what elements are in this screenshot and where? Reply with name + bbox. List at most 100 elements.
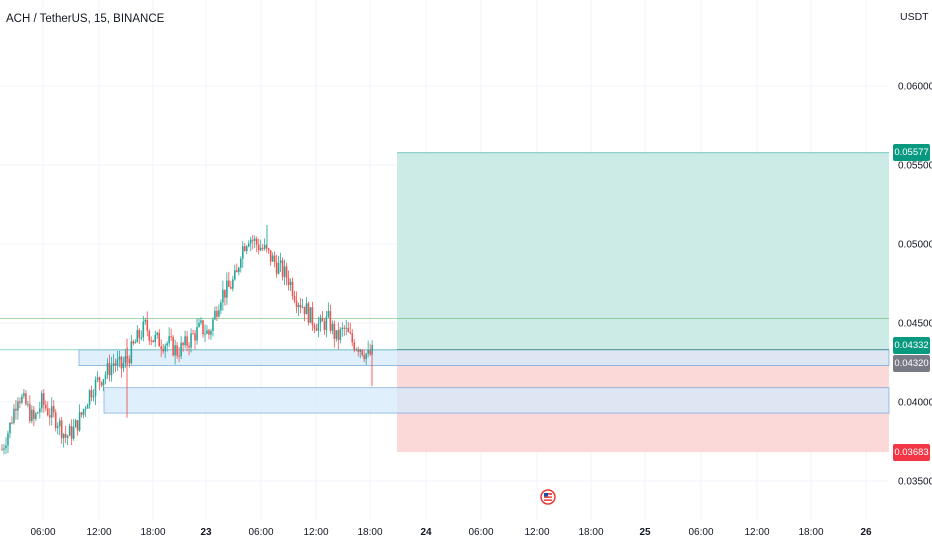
candle-body — [371, 345, 373, 355]
candle-body — [80, 412, 83, 415]
candle-body — [5, 445, 7, 449]
candle-body — [42, 393, 45, 405]
candle-body — [48, 415, 51, 418]
candle-body — [134, 342, 137, 344]
candle-body — [301, 306, 304, 308]
candle-body — [228, 280, 230, 287]
candle-body — [289, 281, 292, 286]
candle-body — [15, 408, 17, 411]
candle-body — [122, 363, 125, 369]
candle-body — [154, 335, 157, 343]
candle-body — [21, 396, 23, 403]
candle-body — [359, 349, 361, 352]
x-tick-label: 12:00 — [303, 527, 328, 538]
x-tick-label: 25 — [639, 527, 651, 538]
candle-body — [164, 345, 166, 352]
candle-body — [98, 377, 101, 383]
candle-body — [317, 323, 320, 331]
candle-body — [60, 420, 63, 439]
candle-body — [138, 330, 141, 338]
candle-body — [64, 433, 67, 438]
candle-body — [68, 426, 71, 436]
candle-body — [281, 260, 284, 277]
candle-body — [333, 323, 336, 339]
candle-body — [361, 349, 363, 356]
candle-body — [188, 345, 190, 348]
candle-body — [343, 327, 346, 329]
candle-body — [84, 408, 87, 410]
candle-body — [263, 245, 266, 249]
candle-body — [172, 337, 174, 356]
candle-body — [196, 326, 198, 341]
candle-body — [114, 363, 117, 366]
candle-body — [90, 390, 93, 398]
candle-body — [190, 333, 192, 348]
candle-body — [3, 448, 5, 450]
candle-body — [198, 322, 200, 327]
candle-body — [251, 239, 254, 241]
candle-body — [62, 433, 65, 439]
x-tick-label: 06:00 — [688, 527, 713, 538]
candle-body — [178, 355, 180, 357]
candle-body — [283, 266, 286, 277]
candle-body — [307, 303, 310, 323]
candle-body — [255, 238, 258, 245]
candle-body — [261, 247, 264, 249]
target-price-tag: 0.05577 — [893, 144, 930, 162]
last-price-tag: 0.04320 — [893, 355, 930, 373]
candle-body — [132, 341, 135, 344]
candle-body — [279, 260, 282, 264]
candle-body — [17, 401, 19, 411]
candle-body — [327, 310, 330, 317]
candle-body — [365, 353, 367, 360]
candle-body — [305, 303, 308, 315]
candle-body — [104, 374, 107, 380]
candle-body — [218, 310, 220, 317]
candle-body — [295, 300, 298, 308]
candle-body — [76, 420, 79, 431]
candle-body — [120, 356, 123, 369]
candle-body — [335, 330, 338, 339]
candle-body — [23, 393, 25, 397]
x-tick-label: 12:00 — [524, 527, 549, 538]
candle-body — [303, 306, 306, 315]
candle-body — [230, 286, 232, 289]
candle-body — [110, 365, 113, 376]
candle-body — [341, 327, 344, 330]
candle-body — [243, 246, 246, 251]
candle-body — [353, 342, 356, 350]
candle-body — [140, 337, 143, 339]
y-tick-label: 0.03500 — [898, 477, 932, 488]
candle-body — [46, 408, 49, 416]
support-zone-lower[interactable] — [103, 387, 890, 414]
candle-body — [369, 349, 371, 355]
candle-body — [108, 363, 111, 376]
x-tick-label: 24 — [420, 527, 432, 538]
x-tick-label: 06:00 — [248, 527, 273, 538]
candle-body — [347, 327, 350, 333]
support-zone-upper[interactable] — [78, 349, 890, 366]
y-tick-label: 0.04500 — [898, 319, 932, 330]
candle-body — [58, 420, 61, 427]
candle-body — [112, 363, 115, 366]
candle-body — [204, 333, 206, 335]
candle-body — [238, 267, 240, 273]
candle-body — [118, 356, 121, 360]
candle-body — [44, 404, 47, 409]
y-tick-label: 0.05000 — [898, 240, 932, 251]
candle-body — [236, 270, 238, 273]
candle-body — [82, 409, 85, 415]
candle-body — [170, 336, 172, 338]
candle-body — [245, 246, 248, 251]
candle-body — [186, 336, 188, 346]
candle-body — [224, 289, 226, 298]
x-tick-label: 23 — [200, 527, 212, 538]
candle-body — [150, 340, 153, 342]
entry-price-tag: 0.04332 — [893, 336, 930, 354]
candle-body — [70, 426, 73, 439]
candle-body — [39, 408, 41, 413]
candle-body — [106, 363, 109, 375]
candle-body — [94, 379, 97, 397]
candle-body — [41, 393, 43, 409]
